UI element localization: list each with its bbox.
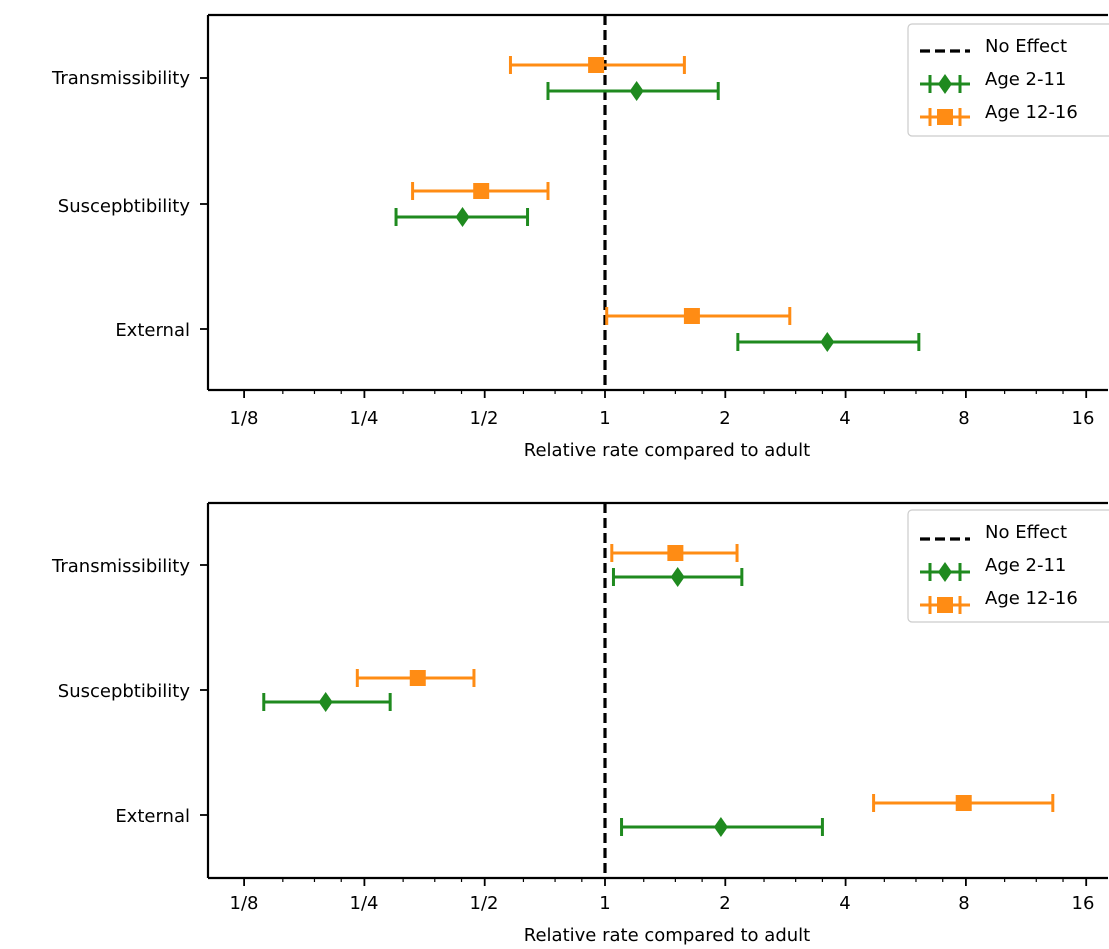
y-tick-label-transmissibility: Transmissibility (51, 556, 190, 577)
age-12-16-transmissibility-marker (588, 57, 605, 73)
legend-label-no-effect: No Effect (985, 522, 1067, 543)
bottom-chart-panel: Relative rate compared to adult Transmis… (51, 501, 1109, 946)
legend-handle-age-12-16-marker (937, 109, 953, 125)
legend-handle-age-2-11-marker (938, 562, 952, 582)
legend-handle-age-2-11-marker (938, 74, 952, 94)
x-tick-label-2: 2 (719, 408, 730, 429)
age-2-11-transmissibility-marker (670, 567, 685, 587)
age-2-11-suscepbtibility-marker (455, 207, 470, 227)
y-tick-label-susceptibility: Suscepbtibility (58, 681, 191, 702)
legend-handle-age-12-16-marker (937, 597, 953, 613)
x-tick-label-4: 4 (839, 893, 850, 914)
plot-area (200, 13, 1108, 398)
age-2-11-external-marker (713, 817, 728, 837)
y-tick-label-external: External (115, 320, 190, 341)
x-tick-label-1-8: 1/8 (230, 893, 259, 914)
age-2-11-transmissibility-marker (629, 81, 644, 101)
legend-label-age-2-11: Age 2-11 (985, 69, 1066, 90)
legend-handles (920, 49, 970, 126)
legend-label-age-2-11: Age 2-11 (985, 555, 1066, 576)
x-tick-label-4: 4 (839, 408, 850, 429)
legend-label-age-12-16: Age 12-16 (985, 588, 1078, 609)
x-tick-label-1-8: 1/8 (230, 408, 259, 429)
x-tick-label-8: 8 (958, 893, 969, 914)
x-tick-label-1-4: 1/4 (350, 893, 379, 914)
x-tick-label-8: 8 (958, 408, 969, 429)
age-12-16-suscepbtibility-marker (473, 183, 490, 199)
x-tick-label-1: 1 (599, 893, 610, 914)
x-tick-label-1-2: 1/2 (470, 408, 499, 429)
age-2-11-suscepbtibility-marker (318, 692, 333, 712)
x-tick-label-1-2: 1/2 (470, 893, 499, 914)
plot-area (200, 501, 1108, 886)
legend-label-no-effect: No Effect (985, 36, 1067, 57)
x-tick-label-1: 1 (599, 408, 610, 429)
y-tick-label-external: External (115, 806, 190, 827)
age-12-16-suscepbtibility-marker (409, 670, 426, 686)
x-axis-label: Relative rate compared to adult (524, 925, 810, 946)
age-12-16-external-marker (955, 795, 972, 811)
top-chart-panel: Relative rate compared to adult Transmis… (51, 13, 1109, 461)
legend-handles (920, 537, 970, 614)
age-12-16-external-marker (683, 308, 700, 324)
x-tick-label-1-4: 1/4 (350, 408, 379, 429)
x-tick-label-16: 16 (1072, 893, 1095, 914)
y-tick-label-susceptibility: Suscepbtibility (58, 196, 191, 217)
age-12-16-transmissibility-marker (667, 545, 684, 561)
x-axis-label: Relative rate compared to adult (524, 440, 810, 461)
x-tick-label-2: 2 (719, 893, 730, 914)
age-2-11-external-marker (820, 332, 835, 352)
legend-label-age-12-16: Age 12-16 (985, 102, 1078, 123)
y-tick-label-transmissibility: Transmissibility (51, 68, 190, 89)
x-tick-label-16: 16 (1072, 408, 1095, 429)
